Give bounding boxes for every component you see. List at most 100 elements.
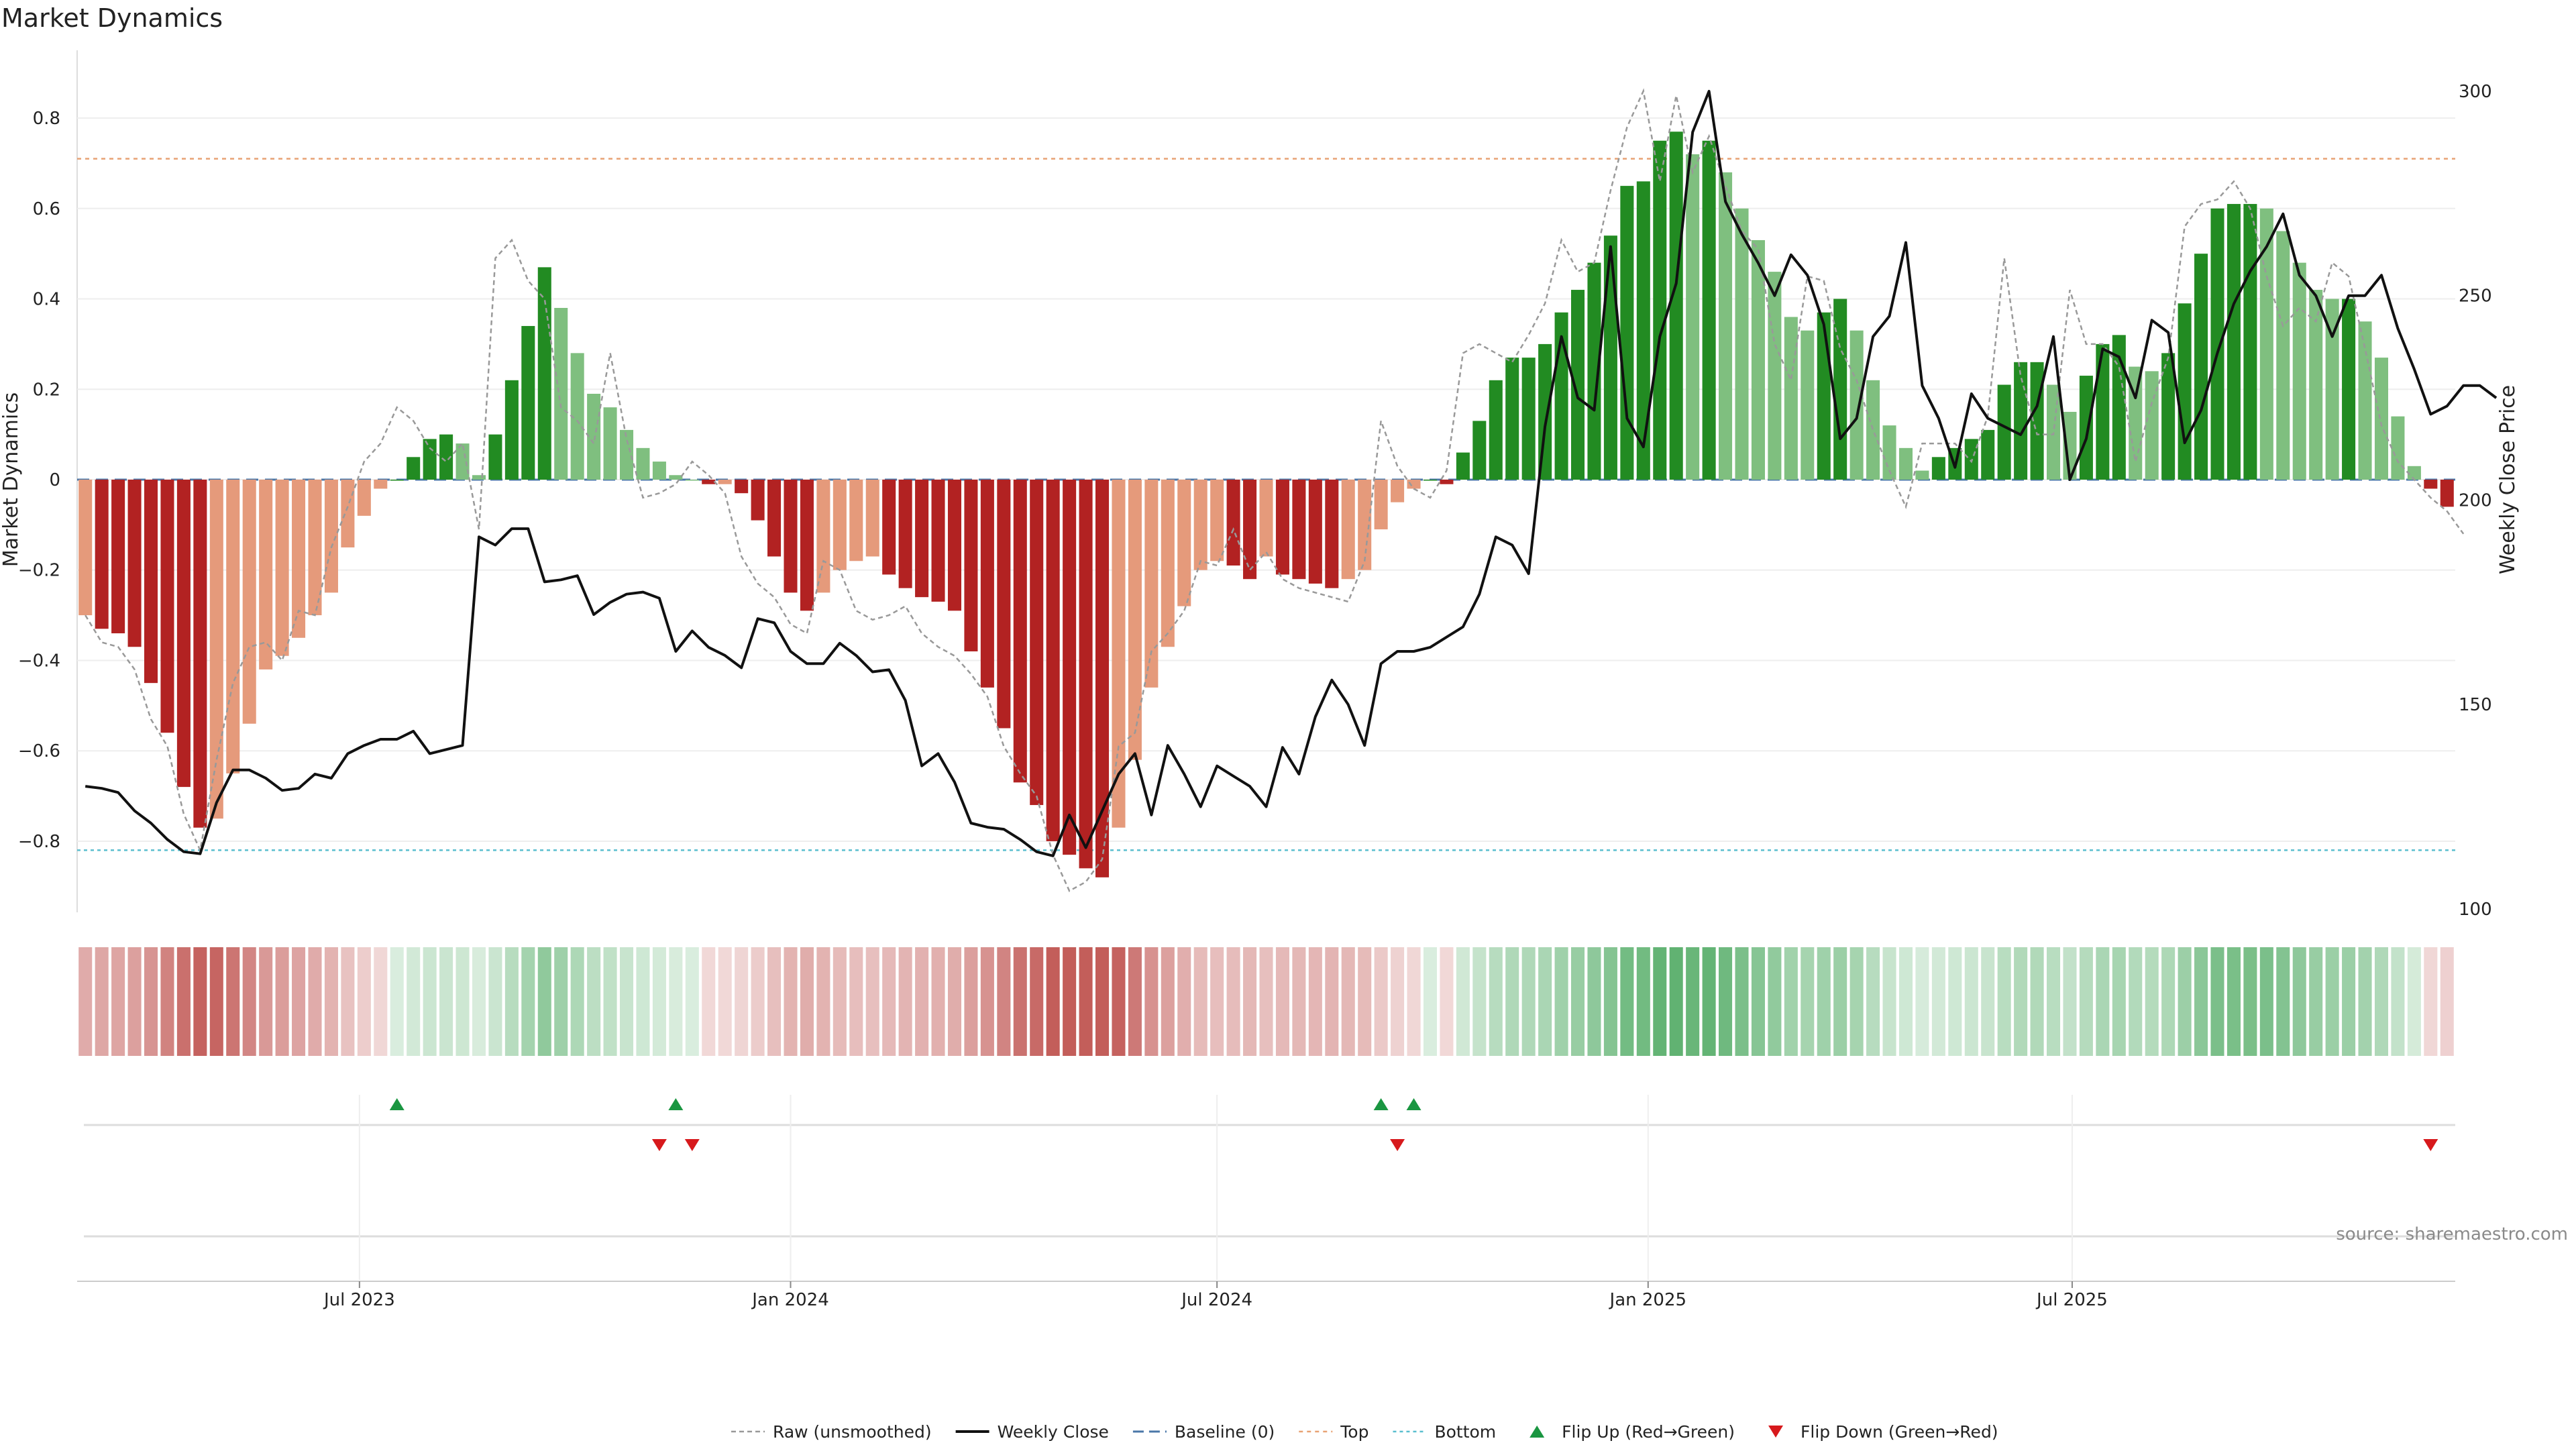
strip-cell (1981, 947, 1995, 1056)
strip-cell (849, 947, 863, 1056)
strip-cell (1751, 947, 1765, 1056)
strip-cell (2096, 947, 2110, 1056)
bar (2440, 480, 2454, 507)
bar (357, 480, 371, 516)
bar (1702, 140, 1716, 480)
strip-cell (1570, 947, 1585, 1056)
strip-cell (980, 947, 994, 1056)
bar (1636, 181, 1650, 480)
bar (1391, 480, 1405, 502)
strip-cell (1144, 947, 1159, 1056)
x-tick-label: Jul 2023 (323, 1290, 395, 1310)
bar (931, 480, 945, 602)
y2-axis-ticks: 300 250 200 150 100 (2459, 82, 2492, 920)
bar (2276, 231, 2290, 480)
strip-cell (341, 947, 355, 1056)
legend-item-close: Weekly Close (955, 1422, 1109, 1442)
bar (882, 480, 896, 575)
strip-cell (1964, 947, 1978, 1056)
strip-cell (1341, 947, 1355, 1056)
strip-cell (1292, 947, 1306, 1056)
x-tick-label: Jul 2025 (2035, 1290, 2108, 1310)
strip-cell (1193, 947, 1208, 1056)
y-axis-ticks: 0.8 0.6 0.4 0.2 0 −0.2 −0.4 −0.6 −0.8 (18, 109, 60, 852)
weekly-close-line (85, 90, 2498, 857)
bar (751, 480, 765, 521)
bar (1521, 358, 1536, 480)
bar (554, 308, 568, 480)
flip-down-marker (651, 1139, 667, 1151)
bar (833, 480, 847, 570)
strip-cell (702, 947, 716, 1056)
bar (1751, 239, 1765, 480)
source-note: source: sharemaestro.com (2336, 1224, 2568, 1244)
bar (1669, 131, 1683, 480)
y2-axis-label: Weekly Close Price (2496, 385, 2520, 574)
strip-cell (1112, 947, 1126, 1056)
strip-cell (1423, 947, 1438, 1056)
legend-item-bottom: Bottom (1393, 1422, 1496, 1442)
bar (1358, 480, 1372, 570)
strip-cell (1259, 947, 1273, 1056)
bar (1686, 154, 1700, 480)
bar (242, 480, 256, 724)
strip-cell (324, 947, 338, 1056)
bar (2374, 358, 2389, 480)
y-tick-label: −0.8 (18, 832, 60, 852)
strip-cell (1456, 947, 1470, 1056)
bar (1341, 480, 1355, 580)
bar (292, 480, 306, 638)
bar (127, 480, 142, 647)
bar (1243, 480, 1257, 580)
bar (2424, 480, 2438, 489)
strip-cell (2030, 947, 2044, 1056)
bar (1193, 480, 1208, 570)
strip-cell (1620, 947, 1634, 1056)
strip-cell (1768, 947, 1782, 1056)
strip-cell (1472, 947, 1487, 1056)
strip-cell (2407, 947, 2421, 1056)
bar (2210, 208, 2224, 480)
strip-cell (898, 947, 912, 1056)
strip-cell (1554, 947, 1568, 1056)
bar (1259, 480, 1273, 557)
bar (1210, 480, 1224, 561)
bar (1817, 312, 1831, 480)
bar (1030, 480, 1044, 806)
flip-down-marker (2423, 1139, 2438, 1151)
flip-up-marker (1373, 1098, 1389, 1110)
legend-item-top: Top (1299, 1422, 1368, 1442)
bar (1603, 235, 1617, 480)
strip-cell (1505, 947, 1519, 1056)
strip-cell (2112, 947, 2126, 1056)
flip-up-marker (1406, 1098, 1421, 1110)
bar (2325, 299, 2339, 480)
legend-item-flip_down: Flip Down (Green→Red) (1768, 1422, 1998, 1442)
strip-cell (997, 947, 1011, 1056)
bar (390, 480, 404, 481)
bar (1833, 299, 1847, 480)
strip-cell (570, 947, 584, 1056)
strip-cell (226, 947, 240, 1056)
bar (898, 480, 912, 588)
strip-cell (1030, 947, 1044, 1056)
bar (259, 480, 273, 669)
strip-cell (2391, 947, 2405, 1056)
bar (1570, 290, 1585, 480)
strip-cell (472, 947, 486, 1056)
strip-cell (95, 947, 109, 1056)
strip-cell (685, 947, 699, 1056)
strip-cell (1358, 947, 1372, 1056)
strip-cell (374, 947, 388, 1056)
bar (1981, 429, 1995, 480)
bar (2226, 204, 2241, 480)
strip-cell (2276, 947, 2290, 1056)
strip-cell (784, 947, 798, 1056)
y-tick-label: 0.2 (33, 380, 60, 400)
y-tick-label: −0.6 (18, 741, 60, 761)
bar (1292, 480, 1306, 580)
legend-label: Bottom (1434, 1422, 1496, 1442)
strip-cell (2194, 947, 2208, 1056)
chart-title: Market Dynamics (1, 3, 223, 33)
strip-cell (193, 947, 207, 1056)
